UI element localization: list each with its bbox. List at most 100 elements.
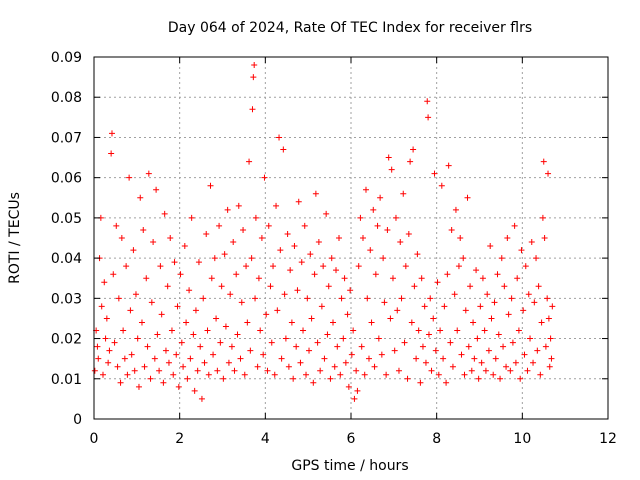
data-point	[478, 359, 485, 366]
data-point	[477, 303, 484, 310]
data-point	[293, 343, 300, 350]
data-point	[397, 239, 404, 246]
data-point	[540, 158, 547, 165]
data-point	[457, 235, 464, 241]
data-point	[527, 335, 534, 342]
data-point	[171, 259, 178, 266]
data-point	[208, 275, 215, 282]
data-point	[300, 327, 307, 334]
data-point	[237, 355, 244, 362]
y-tick-label: 0.04	[51, 251, 82, 267]
data-point	[337, 371, 344, 378]
data-point	[273, 202, 280, 209]
data-point	[443, 379, 450, 386]
data-point	[408, 319, 415, 326]
data-point	[492, 355, 499, 362]
data-point	[106, 347, 113, 354]
data-point	[445, 162, 452, 169]
data-point	[115, 295, 122, 302]
data-point	[372, 271, 379, 278]
data-point	[306, 347, 313, 354]
data-point	[244, 319, 251, 326]
data-point	[495, 331, 502, 338]
data-point	[121, 355, 128, 362]
y-tick-label: 0.02	[51, 332, 82, 348]
data-point	[437, 327, 444, 334]
data-point	[371, 363, 378, 370]
data-point	[131, 367, 138, 374]
data-point	[277, 247, 284, 254]
data-point	[441, 303, 448, 310]
data-point	[357, 214, 364, 221]
data-point	[431, 170, 438, 177]
data-point	[525, 291, 532, 298]
data-point	[95, 355, 102, 362]
data-point	[298, 259, 305, 266]
data-point	[494, 271, 501, 278]
data-point	[114, 363, 121, 370]
data-point	[318, 303, 325, 310]
data-point	[521, 351, 528, 358]
data-point	[549, 303, 556, 310]
data-point	[257, 327, 264, 334]
data-point	[497, 375, 504, 382]
data-point	[474, 335, 481, 342]
data-point	[160, 379, 167, 386]
data-point	[548, 355, 555, 362]
data-point	[128, 351, 135, 358]
data-point	[341, 275, 348, 282]
data-point	[324, 331, 331, 338]
axis-ticks	[93, 56, 609, 420]
data-point	[204, 327, 211, 334]
data-point	[285, 363, 292, 370]
data-point	[537, 371, 544, 378]
x-tick-label: 8	[432, 431, 441, 447]
data-point	[503, 363, 510, 370]
data-point	[475, 375, 482, 382]
data-point	[154, 331, 161, 338]
data-point	[138, 319, 145, 326]
data-point	[304, 295, 311, 302]
data-point	[338, 295, 345, 302]
data-point	[501, 283, 508, 290]
data-point	[370, 206, 377, 213]
data-point	[184, 375, 191, 382]
data-point	[264, 367, 271, 374]
data-point	[340, 335, 347, 342]
data-point	[385, 154, 392, 161]
y-tick-label: 0.01	[51, 372, 82, 388]
data-point	[546, 363, 553, 370]
data-point	[168, 327, 175, 334]
data-point	[380, 255, 387, 262]
data-point	[384, 226, 391, 233]
data-point	[91, 367, 98, 374]
data-point	[398, 295, 405, 302]
data-point	[210, 351, 217, 358]
data-point	[181, 243, 188, 250]
data-point	[365, 355, 372, 362]
data-point	[473, 267, 480, 274]
data-point	[452, 206, 459, 213]
data-point	[220, 375, 227, 382]
data-point	[364, 295, 371, 302]
data-point	[174, 303, 181, 310]
data-point	[110, 271, 117, 278]
data-point	[320, 263, 327, 270]
data-point	[530, 359, 537, 366]
data-point	[164, 283, 171, 290]
data-point	[194, 367, 201, 374]
data-point	[105, 359, 112, 366]
data-point	[342, 359, 349, 366]
data-point	[187, 355, 194, 362]
data-point	[99, 371, 106, 378]
data-point	[517, 375, 524, 382]
data-point	[334, 343, 341, 350]
data-point	[351, 395, 358, 402]
data-point	[177, 271, 184, 278]
data-point	[353, 367, 360, 374]
data-point	[447, 339, 454, 346]
data-point	[485, 347, 492, 354]
data-point	[524, 367, 531, 374]
data-point	[201, 359, 208, 366]
